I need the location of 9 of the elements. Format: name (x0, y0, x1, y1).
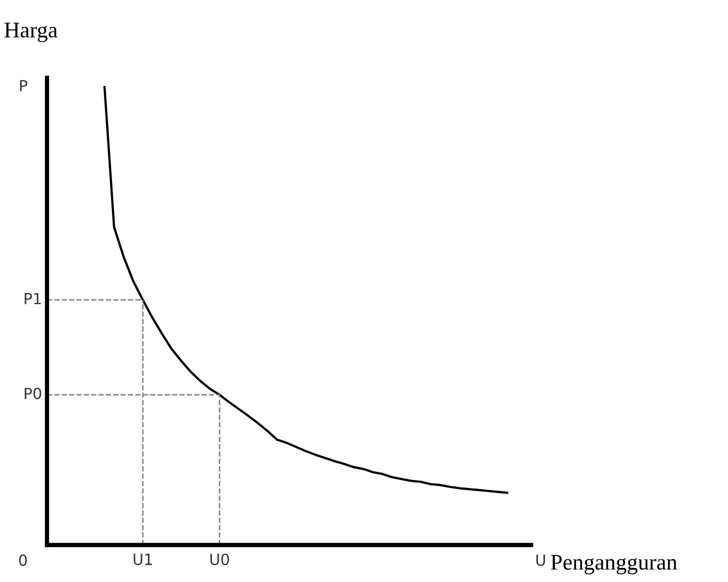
y-axis-title: P (20, 80, 28, 92)
x-axis-title: U (536, 554, 545, 566)
x-tick-label: U0 (210, 554, 229, 566)
x-tick-label: U1 (134, 554, 152, 566)
text: 0 (19, 554, 27, 566)
text: Harga (4, 22, 58, 42)
text: Pengangguran (550, 554, 678, 574)
ref-line-label: P1 (24, 293, 41, 304)
ref-line-label: P0 (24, 388, 42, 400)
